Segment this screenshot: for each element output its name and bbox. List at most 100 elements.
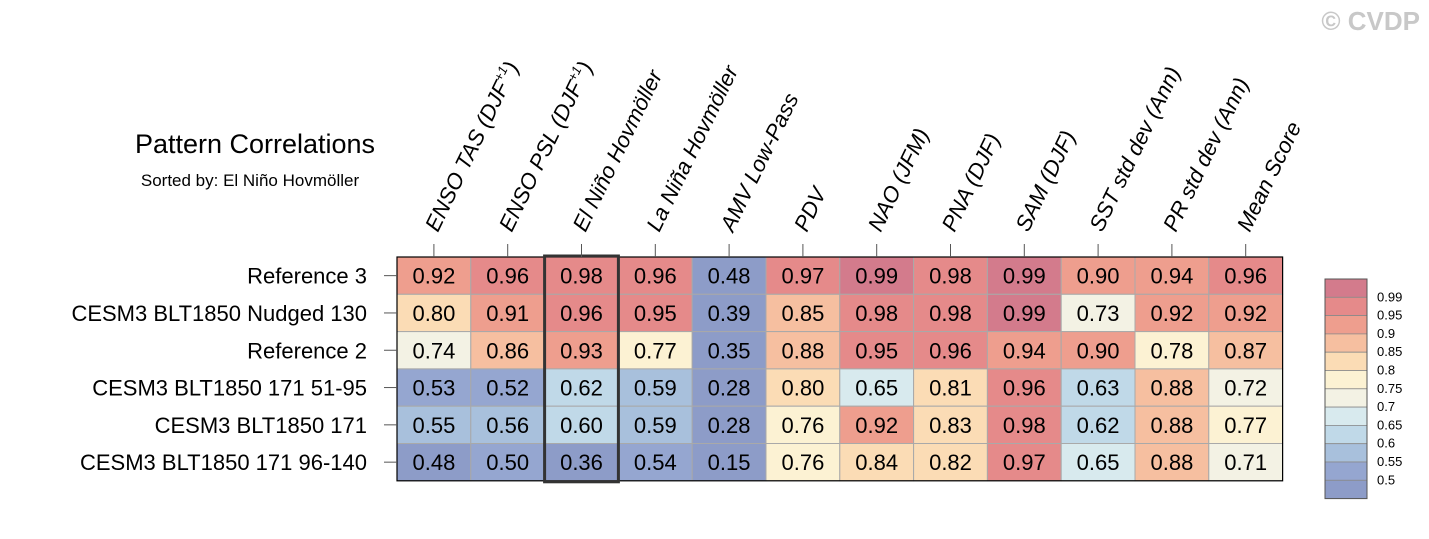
cell-value-label: 0.76 (781, 450, 824, 475)
cell-value-label: 0.65 (1077, 450, 1120, 475)
column-labels: ENSO TAS (DJF+1)ENSO PSL (DJF+1)El Niño … (420, 57, 1306, 257)
chart-title: Pattern Correlations (135, 129, 375, 159)
heatmap-cell (396, 256, 472, 295)
cell-value-label: 0.93 (560, 338, 603, 363)
cell-value-label: 0.96 (486, 264, 529, 289)
cell-value-label: 0.94 (1003, 338, 1046, 363)
row-label: CESM3 BLT1850 171 96-140 (80, 450, 367, 475)
cell-value-label: 0.98 (855, 301, 898, 326)
cell-value-label: 0.62 (560, 376, 603, 401)
colorbar-level-label: 0.99 (1377, 289, 1402, 304)
colorbar-level-label: 0.75 (1377, 381, 1402, 396)
heatmap-cell (1208, 368, 1284, 407)
heatmap-cell (544, 331, 619, 370)
cell-value-label: 0.59 (634, 376, 677, 401)
colorbar-level-label: 0.8 (1377, 363, 1395, 378)
cell-value-label: 0.63 (1077, 376, 1120, 401)
cell-value-label: 0.81 (929, 376, 972, 401)
watermark: © CVDP (1321, 6, 1420, 36)
heatmap-cell (1060, 443, 1136, 482)
heatmap-cell (839, 443, 915, 482)
heatmap-cell (913, 293, 988, 333)
cell-value-label: 0.99 (1003, 301, 1046, 326)
cell-value-label: 0.48 (708, 264, 751, 289)
cell-value-label: 0.96 (560, 301, 603, 326)
heatmap-cell (839, 331, 915, 370)
heatmap-cell (617, 368, 693, 407)
heatmap-cell (913, 443, 988, 482)
cell-value-label: 0.48 (412, 450, 455, 475)
cell-value-label: 0.97 (781, 264, 824, 289)
heatmap-cell (1134, 405, 1210, 445)
row-labels: Reference 3 CESM3 BLT1850 Nudged 130 Refer… (71, 264, 397, 475)
cell-value-label: 0.99 (855, 264, 898, 289)
cell-value-label: 0.77 (1224, 413, 1267, 438)
heatmap-border (396, 256, 1284, 482)
heatmap-cell (765, 293, 841, 333)
cell-value-label: 0.98 (1003, 413, 1046, 438)
cell-value-label: 0.83 (929, 413, 972, 438)
heatmap-cell (1208, 443, 1284, 482)
cell-value-label: 0.98 (929, 301, 972, 326)
cell-value-label: 0.95 (855, 338, 898, 363)
heatmap-cell (470, 293, 546, 333)
cell-value-label: 0.98 (560, 264, 603, 289)
row-label: CESM3 BLT1850 171 (155, 413, 367, 438)
colorbar-swatch (1324, 278, 1368, 298)
cell-value-label: 0.88 (1150, 413, 1193, 438)
cell-value-label: 0.53 (412, 376, 455, 401)
cell-value-label: 0.80 (412, 301, 455, 326)
cell-value-label: 0.80 (781, 376, 824, 401)
cell-value-label: 0.88 (781, 338, 824, 363)
colorbar-level-label: 0.95 (1377, 308, 1402, 323)
heatmap-cell (1208, 331, 1284, 370)
cell-value-label: 0.62 (1077, 413, 1120, 438)
cell-value-label: 0.76 (781, 413, 824, 438)
column-label: AMV Low-Pass (714, 89, 803, 237)
colorbar-level-label: 0.6 (1377, 436, 1395, 451)
colorbar-swatch (1324, 351, 1368, 371)
colorbar-swatch (1324, 479, 1368, 499)
cell-value-label: 0.84 (855, 450, 898, 475)
cell-value-label: 0.97 (1003, 450, 1046, 475)
column-label: SAM (DJF) (1010, 126, 1080, 235)
colorbar-level-label: 0.5 (1377, 472, 1395, 487)
column-label: PNA (DJF) (937, 129, 1006, 235)
colorbar-swatch (1324, 333, 1368, 353)
cell-value-label: 0.78 (1150, 338, 1193, 363)
column-label: Mean Score (1232, 118, 1306, 236)
heatmap-cell (765, 405, 841, 445)
row-label: CESM3 BLT1850 171 51-95 (92, 376, 367, 401)
cell-value-label: 0.15 (708, 450, 751, 475)
colorbar-swatch (1324, 315, 1368, 335)
colorbar-level-label: 0.85 (1377, 344, 1402, 359)
cell-value-label: 0.96 (929, 338, 972, 363)
heatmap-cell (396, 368, 472, 407)
heatmap-cell (544, 405, 619, 445)
cell-value-label: 0.90 (1077, 264, 1120, 289)
heatmap-cell (470, 405, 546, 445)
heatmap-cell (617, 331, 693, 370)
heatmap-cell (470, 256, 546, 295)
cell-value-label: 0.71 (1224, 450, 1267, 475)
cell-value-label: 0.35 (708, 338, 751, 363)
colorbar-swatch (1324, 388, 1368, 408)
colorbar-swatch (1324, 406, 1368, 426)
heatmap-cell (1134, 368, 1210, 407)
cell-value-label: 0.82 (929, 450, 972, 475)
cell-value-label: 0.98 (929, 264, 972, 289)
heatmap-cell (691, 331, 767, 370)
colorbar-level-label: 0.7 (1377, 399, 1395, 414)
cell-value-label: 0.88 (1150, 376, 1193, 401)
heatmap-cell (1134, 293, 1210, 333)
cell-value-label: 0.50 (486, 450, 529, 475)
cell-value-label: 0.55 (412, 413, 455, 438)
heatmap-cell (691, 293, 767, 333)
heatmap-cell (396, 405, 472, 445)
colorbar-swatch (1324, 461, 1368, 481)
cell-value-label: 0.52 (486, 376, 529, 401)
heatmap-cell (986, 293, 1062, 333)
heatmap-cell (839, 293, 915, 333)
cell-value-label: 0.59 (634, 413, 677, 438)
cell-value-label: 0.88 (1150, 450, 1193, 475)
